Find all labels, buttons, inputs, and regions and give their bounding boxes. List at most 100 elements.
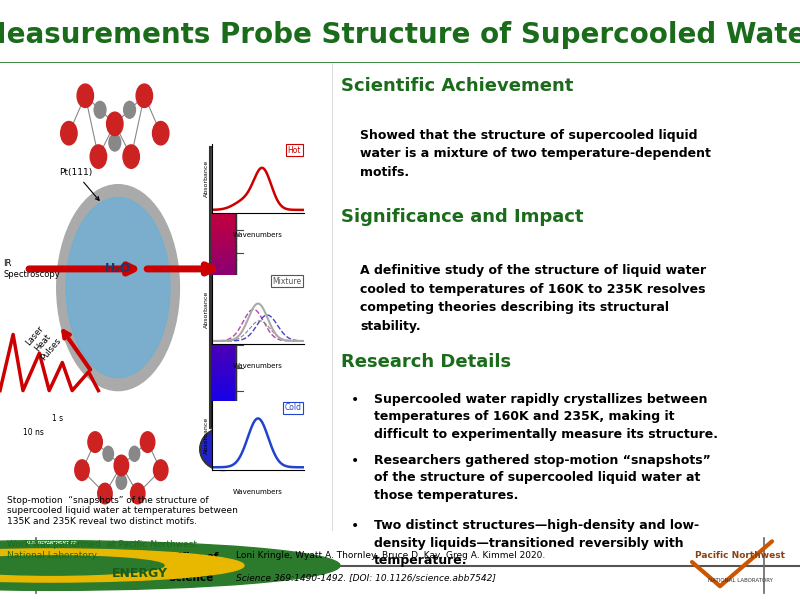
Bar xyxy=(210,340,236,344)
Text: Researchers gathered stop-motion “snapshots”
of the structure of supercooled liq: Researchers gathered stop-motion “snapsh… xyxy=(374,454,711,502)
Bar xyxy=(210,259,236,263)
Circle shape xyxy=(74,460,90,481)
Bar xyxy=(210,323,236,326)
Circle shape xyxy=(61,121,77,145)
Bar xyxy=(210,214,236,217)
Bar xyxy=(210,407,236,410)
Text: Wavenumbers: Wavenumbers xyxy=(233,232,283,238)
Bar xyxy=(210,424,236,428)
Bar xyxy=(210,221,236,224)
Bar xyxy=(210,389,236,393)
Text: NATIONAL LABORATORY: NATIONAL LABORATORY xyxy=(707,578,773,583)
Bar xyxy=(210,232,236,235)
Circle shape xyxy=(106,112,123,136)
Y-axis label: Absorbance: Absorbance xyxy=(204,417,210,454)
Bar xyxy=(210,333,236,337)
Ellipse shape xyxy=(200,428,246,470)
Circle shape xyxy=(130,483,145,504)
Y-axis label: Absorbance: Absorbance xyxy=(204,290,210,328)
Bar xyxy=(210,158,236,161)
Circle shape xyxy=(77,84,94,107)
Bar xyxy=(210,196,236,200)
Text: Pacific Northwest: Pacific Northwest xyxy=(695,551,785,560)
Text: Showed that the structure of supercooled liquid
water is a mixture of two temper: Showed that the structure of supercooled… xyxy=(360,128,711,179)
Bar xyxy=(210,147,236,428)
Bar xyxy=(210,189,236,193)
Circle shape xyxy=(153,121,169,145)
Bar xyxy=(210,161,236,165)
Circle shape xyxy=(109,134,121,151)
Text: 10 ns: 10 ns xyxy=(23,428,44,437)
Bar xyxy=(210,182,236,186)
Bar xyxy=(210,368,236,372)
Circle shape xyxy=(0,541,340,590)
Bar xyxy=(210,193,236,196)
Bar xyxy=(210,266,236,270)
Bar xyxy=(210,211,236,214)
Text: IR
Spectroscopy: IR Spectroscopy xyxy=(3,259,60,278)
Bar xyxy=(210,168,236,172)
Bar xyxy=(210,175,236,179)
Bar xyxy=(210,281,236,284)
Bar xyxy=(210,151,236,154)
Bar xyxy=(210,203,236,207)
Bar xyxy=(210,308,236,312)
Text: Office of: Office of xyxy=(168,552,218,562)
Circle shape xyxy=(94,101,106,118)
Bar xyxy=(210,256,236,260)
Bar xyxy=(210,361,236,365)
Text: Loni Kringle, Wyatt A. Thornley, Bruce D. Kay, Greg A. Kimmel 2020.: Loni Kringle, Wyatt A. Thornley, Bruce D… xyxy=(236,551,546,560)
Text: Science: Science xyxy=(168,573,214,583)
Bar xyxy=(210,379,236,382)
Bar xyxy=(210,414,236,418)
Circle shape xyxy=(140,432,155,452)
Bar xyxy=(210,365,236,368)
Bar xyxy=(210,270,236,274)
Bar xyxy=(210,386,236,389)
Text: Cold: Cold xyxy=(284,403,302,412)
Text: Hot: Hot xyxy=(288,146,302,155)
Text: Wavenumbers: Wavenumbers xyxy=(233,363,283,369)
Ellipse shape xyxy=(57,185,179,391)
Text: Laser
Heat
Pulses: Laser Heat Pulses xyxy=(22,323,62,362)
Text: Research Details: Research Details xyxy=(342,353,511,371)
Text: U.S. DEPARTMENT OF: U.S. DEPARTMENT OF xyxy=(27,541,77,545)
Circle shape xyxy=(116,475,126,490)
Circle shape xyxy=(124,101,135,118)
Text: Supercooled water rapidly crystallizes between
temperatures of 160K and 235K, ma: Supercooled water rapidly crystallizes b… xyxy=(374,393,718,441)
Bar xyxy=(210,291,236,295)
Bar xyxy=(210,347,236,351)
Bar xyxy=(210,238,236,242)
Bar xyxy=(210,319,236,323)
Text: Pt(111): Pt(111) xyxy=(59,169,99,200)
Bar xyxy=(210,400,236,403)
Bar xyxy=(210,154,236,158)
Bar xyxy=(210,172,236,175)
Bar xyxy=(210,179,236,182)
Text: Mixture: Mixture xyxy=(272,277,302,286)
Text: Measurements Probe Structure of Supercooled Water: Measurements Probe Structure of Supercoo… xyxy=(0,20,800,49)
Text: •: • xyxy=(350,454,359,468)
Bar xyxy=(210,393,236,397)
Bar xyxy=(210,147,236,151)
Bar xyxy=(210,284,236,287)
Bar xyxy=(210,263,236,266)
Bar xyxy=(210,287,236,291)
Circle shape xyxy=(0,556,164,575)
Circle shape xyxy=(136,84,153,107)
Bar xyxy=(210,326,236,330)
Bar xyxy=(210,186,236,190)
Text: Work was performed  at Pacific Northwest
National Laboratory.: Work was performed at Pacific Northwest … xyxy=(6,541,197,560)
Bar xyxy=(210,235,236,238)
Bar xyxy=(210,253,236,256)
Bar xyxy=(210,421,236,425)
Bar xyxy=(210,305,236,309)
Circle shape xyxy=(123,145,139,168)
Bar xyxy=(210,245,236,249)
Circle shape xyxy=(130,446,140,461)
Circle shape xyxy=(0,549,244,582)
Circle shape xyxy=(98,483,112,504)
Bar xyxy=(210,228,236,232)
Bar xyxy=(210,382,236,386)
Bar xyxy=(210,200,236,203)
